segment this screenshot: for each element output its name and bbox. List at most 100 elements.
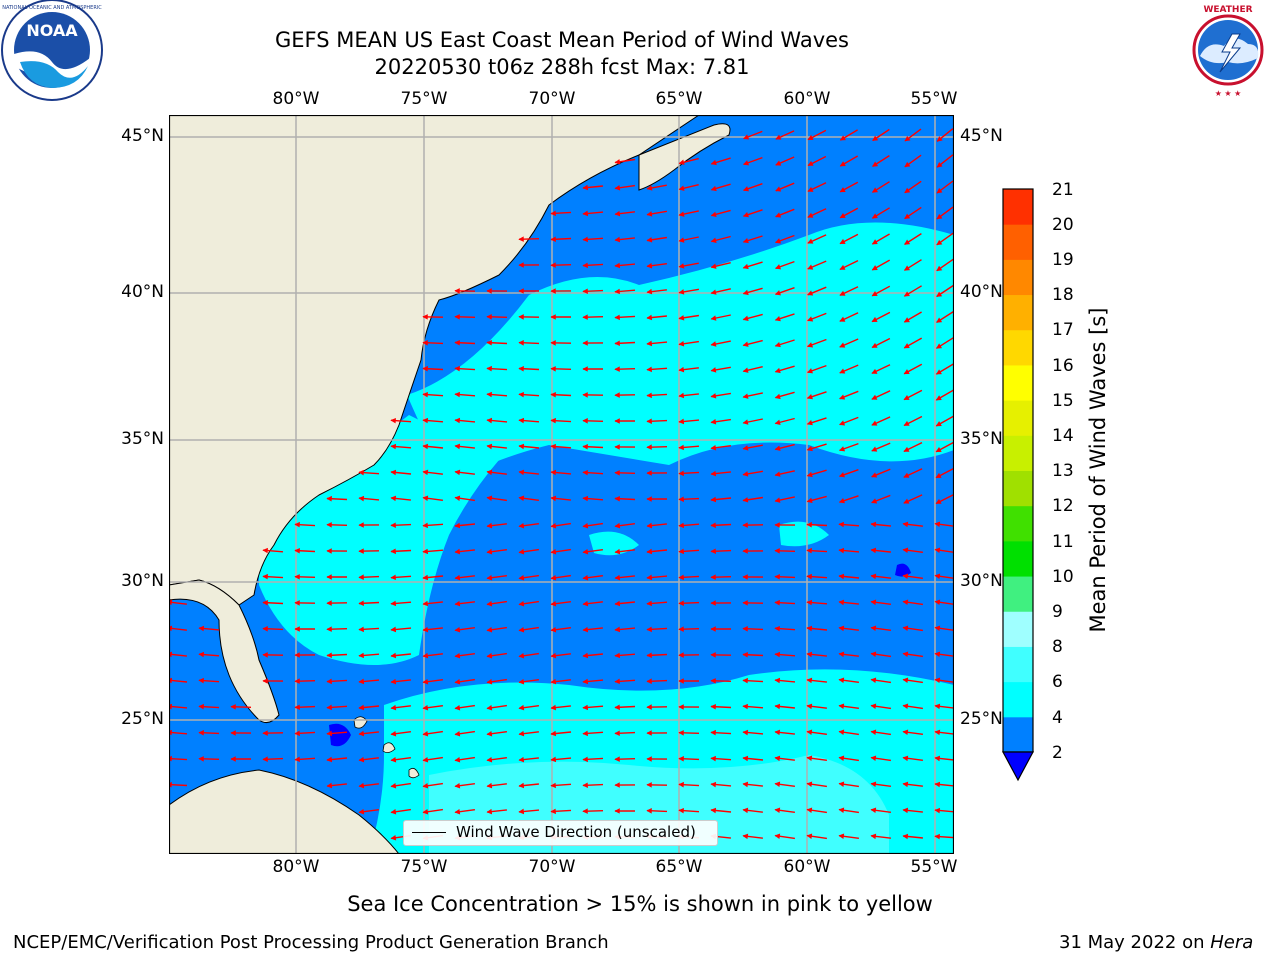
wind-arrow-head: [838, 781, 845, 788]
wind-arrow-head: [326, 522, 332, 528]
wind-arrow-head: [774, 367, 781, 374]
wind-arrow-head: [742, 600, 748, 606]
wind-arrow-head: [904, 161, 911, 168]
colorbar-segment: [1003, 681, 1033, 718]
wind-arrow-head: [710, 418, 717, 425]
colorbar-tick: 16: [1052, 356, 1074, 376]
wind-arrow-head: [935, 343, 943, 349]
wind-arrow-head: [422, 652, 429, 659]
wind-arrow-head: [710, 367, 717, 373]
wind-arrow-head: [518, 391, 524, 398]
colorbar-segment: [1003, 329, 1033, 366]
colorbar-segment: [1003, 505, 1033, 542]
sea-ice-note: Sea Ice Concentration > 15% is shown in …: [347, 892, 933, 916]
wind-arrow-head: [518, 443, 525, 450]
wind-arrow-head: [710, 652, 716, 658]
wind-arrow-head: [710, 315, 717, 321]
wind-arrow-head: [678, 418, 685, 425]
wind-arrow-head: [806, 807, 813, 814]
wind-arrow-head: [870, 625, 877, 632]
period-below-2-patch2: [895, 563, 911, 577]
wind-arrow-head: [294, 548, 300, 554]
wind-arrow-head: [774, 599, 780, 606]
wind-arrow-head: [742, 186, 749, 192]
wind-arrow-head: [326, 730, 333, 737]
wind-arrow-head: [807, 264, 814, 270]
wind-arrow-head: [422, 522, 428, 529]
wind-arrow-head: [742, 652, 748, 658]
colorbar-segment: [1003, 294, 1033, 331]
wind-arrow-head: [807, 186, 814, 192]
wind-arrow-head: [454, 574, 461, 581]
wind-arrow-head: [614, 392, 620, 398]
wind-arrow-head: [518, 548, 525, 555]
wind-arrow-head: [422, 574, 429, 581]
wind-arrow-head: [678, 678, 684, 684]
lat-label-left-25n: 25°N: [121, 709, 164, 729]
wind-arrow-head: [358, 574, 364, 580]
wind-arrow-head: [550, 288, 556, 294]
wind-arrow-head: [678, 392, 685, 399]
wind-arrow-head: [486, 626, 493, 633]
lon-label-bottom-60w: 60°W: [783, 857, 831, 877]
wind-arrow-head: [486, 288, 492, 294]
wind-arrow-head: [646, 288, 653, 295]
wind-arrow-head: [646, 185, 653, 191]
wind-arrow-head: [936, 265, 943, 272]
wind-arrow-head: [294, 756, 300, 763]
wind-arrow-head: [358, 678, 365, 685]
wind-arrow-head: [806, 625, 813, 632]
wind-arrow-head: [486, 730, 493, 737]
wind-arrow-head: [454, 808, 461, 815]
lat-label-left-35n: 35°N: [121, 429, 164, 449]
wind-arrow-head: [294, 626, 300, 632]
wind-arrow-head: [486, 495, 493, 502]
wind-arrow-head: [903, 369, 910, 375]
wind-arrow-head: [486, 443, 493, 450]
wind-arrow-head: [839, 238, 846, 244]
wind-arrow-head: [903, 395, 910, 400]
wind-arrow-head: [614, 496, 620, 502]
wind-arrow-head: [774, 238, 782, 244]
wind-arrow-head: [870, 651, 877, 658]
wind-arrow-head: [872, 161, 879, 167]
colorbar-tick: 4: [1052, 708, 1063, 728]
colorbar-tick: 19: [1052, 250, 1074, 270]
wind-arrow-head: [742, 833, 749, 840]
lon-label-bottom-65w: 65°W: [655, 857, 703, 877]
wind-arrow-head: [422, 704, 429, 711]
wind-arrow-head: [838, 498, 845, 504]
wind-arrow-head: [871, 368, 878, 374]
wind-arrow-head: [646, 496, 652, 502]
wind-arrow-head: [646, 678, 652, 684]
wind-arrow-head: [806, 394, 813, 400]
wind-arrow-head: [614, 782, 620, 788]
wind-arrow-head: [518, 522, 525, 529]
colorbar-segment: [1003, 224, 1033, 260]
colorbar-tick: 12: [1052, 496, 1074, 516]
footer-credit: NCEP/EMC/Verification Post Processing Pr…: [13, 932, 609, 953]
wind-arrow-head: [904, 213, 911, 219]
lon-label-top-70w: 70°W: [528, 89, 576, 109]
wind-arrow-head: [934, 521, 941, 528]
wind-arrow-head: [582, 704, 589, 711]
wind-arrow-head: [326, 495, 332, 502]
wind-arrow-head: [710, 159, 717, 166]
wind-arrow-head: [806, 497, 813, 503]
wind-arrow-head: [870, 781, 877, 788]
wind-arrow-head: [326, 548, 332, 554]
wind-arrow-head: [486, 469, 493, 476]
wind-arrow-head: [614, 704, 620, 711]
wind-arrow-head: [870, 547, 877, 554]
wind-arrow-head: [614, 652, 621, 659]
wind-arrow-head: [550, 600, 557, 607]
wind-arrow-head: [550, 469, 557, 476]
wind-arrow-head: [934, 755, 941, 762]
wind-arrow-head: [582, 366, 588, 372]
wind-arrow-head: [550, 730, 557, 737]
wind-arrow-head: [872, 135, 879, 141]
wind-arrow-head: [614, 159, 621, 165]
wind-arrow-head: [390, 730, 397, 737]
wind-arrow-head: [422, 469, 429, 476]
wind-arrow-head: [614, 626, 621, 633]
